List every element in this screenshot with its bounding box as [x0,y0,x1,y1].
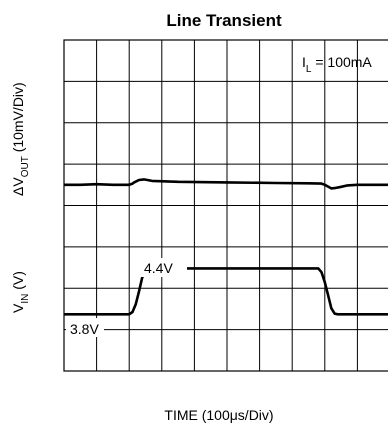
condition-label-rest: = 100mA [311,54,372,70]
plot-grid [64,40,388,371]
y-label-delta-vout-rest: (10mV/Div) [10,82,26,156]
delta-vout-trace [64,179,388,188]
y-label-vin-rest: (V) [10,271,26,294]
vin-high-annotation: 4.4V [144,260,173,276]
y-label-delta-vout-base: ΔV [10,177,26,196]
y-label-delta-vout: ΔVOUT (10mV/Div) [10,82,31,196]
chart-title: Line Transient [166,11,282,30]
y-label-vin: VIN (V) [10,271,31,313]
x-axis-label: TIME (100μs/Div) [164,407,273,423]
vin-low-annotation: 3.8V [70,321,99,337]
y-label-delta-vout-sub: OUT [20,156,31,177]
vin-trace [64,268,388,314]
y-label-vin-sub: IN [20,294,31,304]
condition-label: IL = 100mA [302,54,372,75]
